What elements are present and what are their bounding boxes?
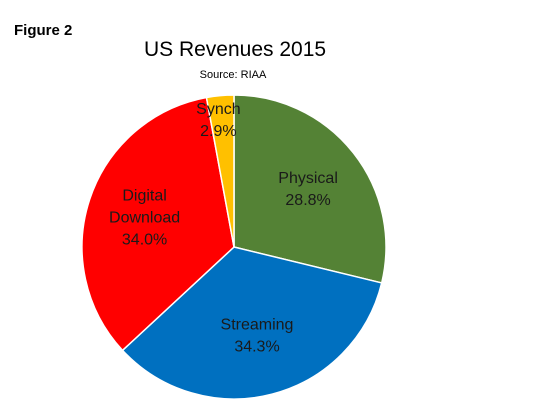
pie-slice-digital-download <box>81 96 235 352</box>
slice-value-label: 2.9% <box>200 123 236 140</box>
slice-label-streaming: Streaming 34.3% <box>221 316 294 355</box>
slice-value-label: 28.8% <box>285 192 330 209</box>
pie-slice-synch <box>205 94 235 248</box>
slice-label-digital-download: Digital Download 34.0% <box>109 187 180 248</box>
slice-name-label: Digital <box>122 187 166 204</box>
chart-subtitle: Source: RIAA <box>199 69 267 81</box>
slice-name-label: Streaming <box>221 316 294 333</box>
slice-label-synch: Synch 2.9% <box>196 101 240 140</box>
slice-value-label: 34.0% <box>122 231 167 248</box>
slice-label-physical: Physical 28.8% <box>278 170 338 209</box>
pie-slice-physical <box>233 94 387 284</box>
slice-name-label: Synch <box>196 101 240 118</box>
pie-slice-streaming <box>121 246 383 400</box>
chart-title: US Revenues 2015 <box>143 38 327 61</box>
slice-value-label: 34.3% <box>234 338 279 355</box>
figure-label: Figure 2 <box>14 22 73 39</box>
slice-name-label: Physical <box>278 170 338 187</box>
slice-name-label: Download <box>109 209 180 226</box>
